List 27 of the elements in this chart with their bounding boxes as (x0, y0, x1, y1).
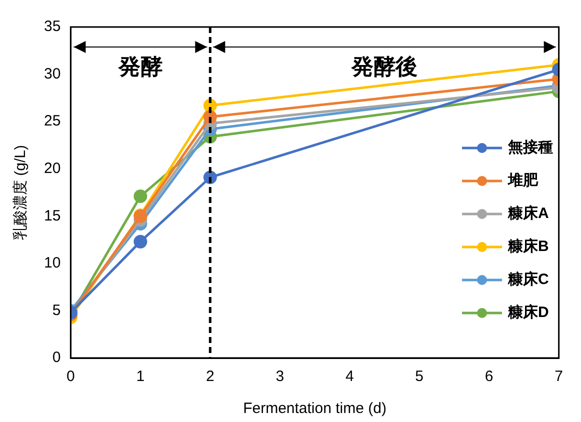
y-tick-label: 10 (44, 254, 61, 272)
x-tick-label: 3 (276, 368, 284, 386)
y-tick-label: 15 (44, 207, 61, 224)
y-axis-title: 乳酸濃度 (g/L) (12, 144, 30, 240)
y-tick-label: 35 (44, 18, 61, 36)
y-tick-label: 5 (52, 302, 61, 319)
x-tick-label: 4 (345, 368, 354, 386)
legend-label: 堆肥 (508, 171, 538, 190)
legend-label: 糠床C (508, 270, 549, 289)
annotation: 発酵後 (350, 54, 418, 80)
x-tick-label: 0 (66, 368, 75, 386)
point (134, 190, 148, 204)
y-tick-label: 0 (52, 349, 61, 366)
legend-label: 糠床B (508, 237, 549, 256)
x-tick-label: 1 (136, 368, 145, 386)
annotation: 発酵 (117, 54, 162, 80)
legend-label: 無接種 (508, 138, 553, 157)
x-tick-label: 6 (484, 368, 494, 386)
legend-label: 糠床D (508, 303, 549, 322)
y-tick-label: 20 (44, 160, 61, 177)
x-tick-label: 7 (554, 368, 563, 386)
y-tick-label: 30 (44, 65, 61, 82)
x-tick-label: 2 (206, 368, 214, 386)
x-tick-label: 5 (415, 368, 424, 386)
x-axis-title: Fermentation time (d) (243, 400, 386, 418)
legend-label: 糠床A (508, 204, 549, 223)
y-tick-label: 25 (44, 112, 61, 130)
